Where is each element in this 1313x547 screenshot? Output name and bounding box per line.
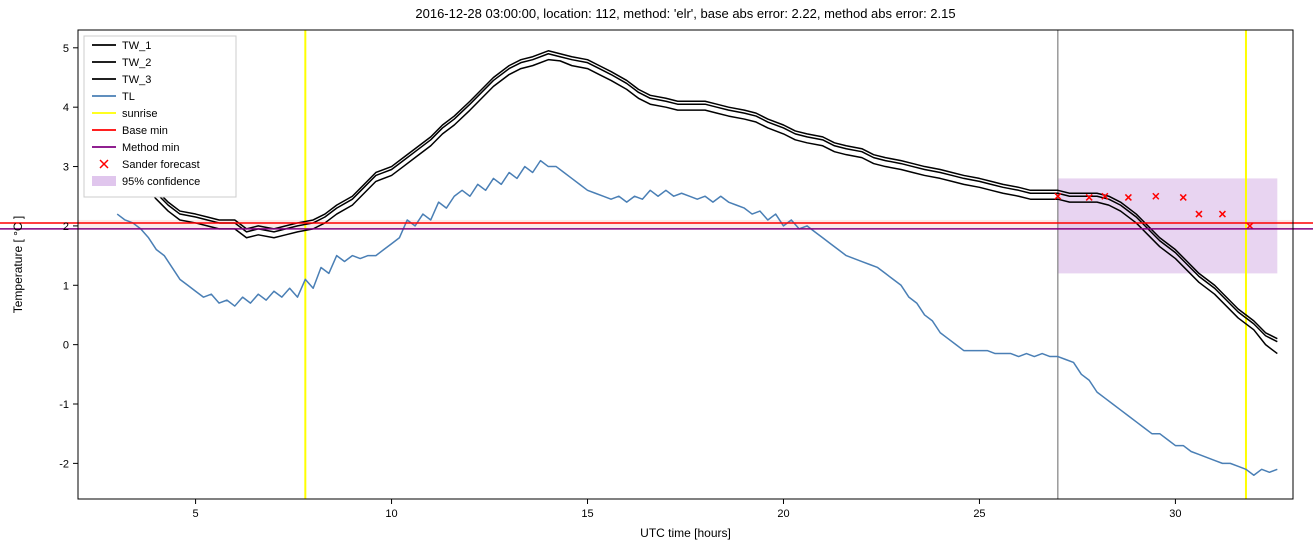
xtick-label: 20: [777, 508, 789, 520]
ytick-label: 4: [63, 102, 69, 114]
legend: [84, 36, 236, 197]
ytick-label: 0: [63, 340, 69, 352]
xtick-label: 30: [1169, 508, 1181, 520]
legend-label: 95% confidence: [122, 176, 200, 188]
xtick-label: 5: [193, 508, 199, 520]
legend-swatch: [92, 176, 116, 186]
chart-container: 5 10 15 20 25 30 -2 -1 0 1 2 3 4 5 UTC time [hours] Tem…: [0, 0, 1313, 547]
xtick-label: 10: [385, 508, 397, 520]
legend-label: sunrise: [122, 108, 157, 120]
ytick-label: 2: [63, 221, 69, 233]
ytick-label: 5: [63, 43, 69, 55]
xtick-label: 25: [973, 508, 985, 520]
ytick-label: -2: [59, 458, 69, 470]
xtick-label: 15: [581, 508, 593, 520]
ytick-label: -1: [59, 399, 69, 411]
legend-label: TL: [122, 91, 135, 103]
chart-title: 2016-12-28 03:00:00, location: 112, meth…: [415, 6, 955, 21]
legend-label: Base min: [122, 125, 168, 137]
legend-label: TW_3: [122, 74, 151, 86]
legend-label: Method min: [122, 142, 179, 154]
x-axis-label: UTC time [hours]: [640, 526, 731, 540]
ytick-label: 1: [63, 280, 69, 292]
legend-label: TW_2: [122, 57, 151, 69]
y-axis-label: Temperature [ °C ]: [11, 216, 25, 314]
legend-label: TW_1: [122, 40, 151, 52]
temperature-chart: 5 10 15 20 25 30 -2 -1 0 1 2 3 4 5 UTC time [hours] Tem…: [0, 0, 1313, 547]
ytick-label: 3: [63, 162, 69, 174]
legend-label: Sander forecast: [122, 159, 200, 171]
